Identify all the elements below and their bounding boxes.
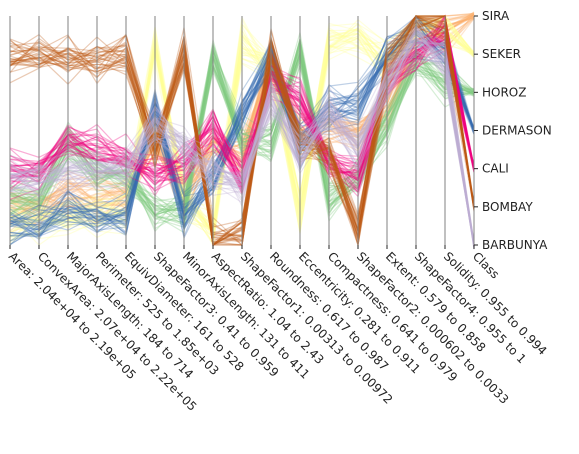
class-tick-label: HOROZ [482,85,526,99]
class-tick-label: CALI [482,162,509,176]
class-tick-label: BARBUNYA [482,238,548,252]
class-tick-label: SIRA [482,9,510,23]
axes: SIRA SEKER HOROZ DERMASON CALI BOMBAY BARBUNYA [9,9,552,252]
class-tick-label: SEKER [482,47,521,61]
class-tick-label: DERMASON [482,124,552,138]
class-tick-label: BOMBAY [482,200,533,214]
